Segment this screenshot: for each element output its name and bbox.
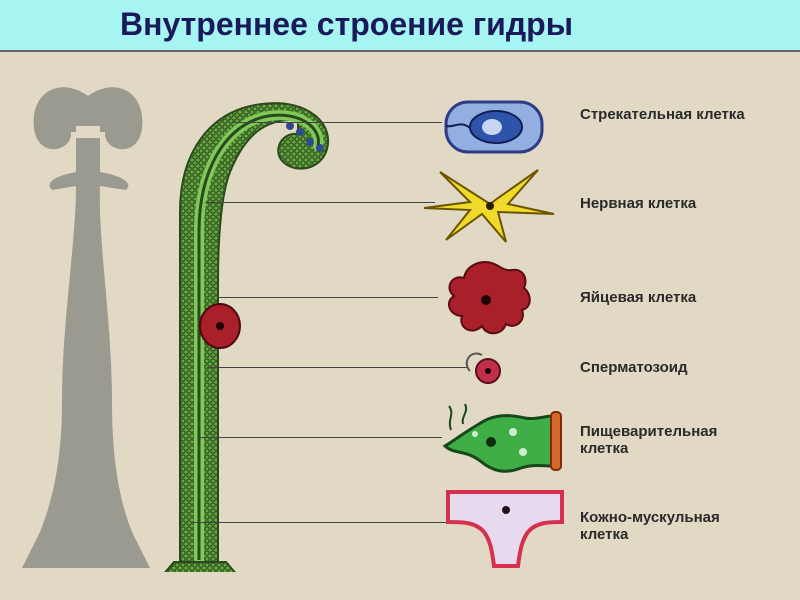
leader-muscle — [191, 522, 446, 523]
label-muscle: Кожно-мускульная клетка — [580, 510, 760, 543]
label-sperm: Сперматозоид — [580, 360, 688, 377]
label-egg: Яйцевая клетка — [580, 290, 696, 307]
digestive-cell-icon — [435, 402, 565, 480]
diagram-panel: Стрекательная клетка Нервная клетка Яйце… — [0, 50, 800, 600]
muscle-cell-icon — [440, 482, 570, 570]
label-digestive: Пищеварительная клетка — [580, 424, 760, 457]
leader-stinging — [232, 122, 442, 123]
label-nerve: Нервная клетка — [580, 196, 696, 213]
leader-sperm — [207, 367, 467, 368]
page-title: Внутреннее строение гидры — [120, 6, 573, 43]
label-stinging: Стрекательная клетка — [580, 107, 750, 124]
leader-egg — [218, 297, 438, 298]
sperm-cell-icon — [460, 347, 530, 391]
leader-digestive — [197, 437, 442, 438]
hydra-cross-section — [150, 82, 350, 572]
hydra-silhouette — [20, 82, 160, 572]
nerve-cell-icon — [420, 164, 560, 244]
leader-nerve — [205, 202, 435, 203]
stinging-cell-icon — [440, 92, 550, 162]
egg-cell-icon — [430, 254, 540, 344]
outer-frame: Внутреннее строение гидры — [0, 0, 800, 600]
